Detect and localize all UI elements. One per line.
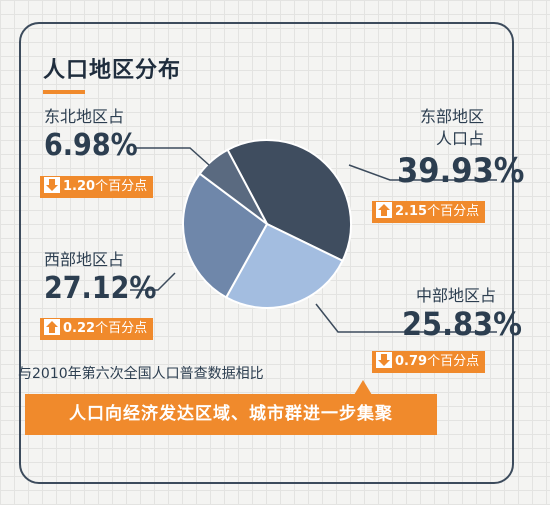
title-underline [43,90,85,94]
central-change-badge: 0.79个百分点 [372,351,486,373]
central-label: 中部地区占 [416,286,497,305]
info-card: 人口地区分布 [19,22,514,484]
west-value: 27.12% [44,271,157,306]
comparison-note: 与2010年第六次全国人口普查数据相比 [18,366,264,382]
central-change-unit: 个百分点 [427,354,480,369]
page-title: 人口地区分布 [43,58,182,83]
arrow-up-icon [44,319,60,335]
pie-slice-northeast [198,148,268,225]
east-value: 39.93% [397,151,525,191]
northeast-change-badge: 1.20个百分点 [40,176,154,198]
arrow-down-icon [44,177,60,193]
pie-slice-east [226,139,352,263]
east-change-unit: 个百分点 [427,204,480,219]
northeast-change: 1.20 [63,179,96,194]
leader-line-northeast [135,147,210,166]
east-change: 2.15 [395,204,428,219]
central-change: 0.79 [395,354,428,369]
west-change-badge: 0.22个百分点 [40,318,154,340]
leader-line-central [315,303,497,333]
east-label-line1: 东部地区 [420,107,485,126]
arrow-up-icon [376,202,392,218]
conclusion-callout: 人口向经济发达区域、城市群进一步集聚 [25,394,437,435]
northeast-value: 6.98% [44,128,138,163]
east-label-line2: 人口占 [436,129,485,148]
pie-slice-central [224,222,344,309]
west-change-unit: 个百分点 [95,321,148,336]
arrow-down-icon [376,352,392,368]
central-value: 25.83% [402,305,522,343]
northeast-label: 东北地区占 [44,107,125,126]
leader-line-west [130,272,176,291]
pie-slice-west [182,172,269,299]
west-change: 0.22 [63,321,96,336]
east-change-badge: 2.15个百分点 [372,201,486,223]
leader-line-east [348,164,497,181]
northeast-change-unit: 个百分点 [95,179,148,194]
callout-pointer [354,380,372,395]
west-label: 西部地区占 [44,250,125,269]
